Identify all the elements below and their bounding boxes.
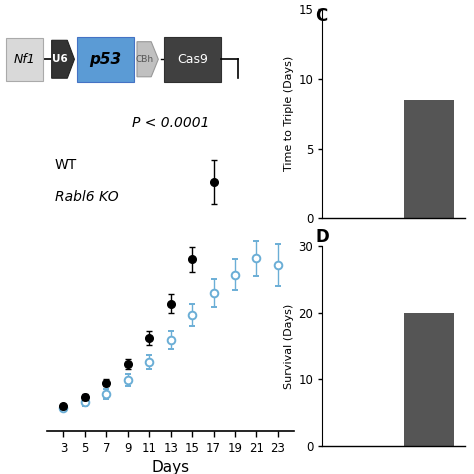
Text: p53: p53 xyxy=(90,52,122,67)
Bar xyxy=(404,313,454,446)
Polygon shape xyxy=(52,40,74,78)
FancyBboxPatch shape xyxy=(164,37,221,82)
Text: C: C xyxy=(315,7,328,25)
Polygon shape xyxy=(137,42,158,77)
Text: Nf1: Nf1 xyxy=(14,53,36,66)
FancyBboxPatch shape xyxy=(77,37,134,82)
X-axis label: Days: Days xyxy=(152,460,190,474)
Text: D: D xyxy=(315,228,329,246)
Y-axis label: Time to Triple (Days): Time to Triple (Days) xyxy=(284,56,294,172)
Text: P < 0.0001: P < 0.0001 xyxy=(132,116,210,130)
Text: U6: U6 xyxy=(52,54,67,64)
Text: CBh: CBh xyxy=(135,55,153,64)
Text: WT: WT xyxy=(55,158,77,173)
FancyBboxPatch shape xyxy=(6,38,43,81)
Bar xyxy=(404,100,454,218)
Text: Rabl6 KO: Rabl6 KO xyxy=(55,190,118,204)
Text: Cas9: Cas9 xyxy=(177,53,208,66)
Y-axis label: Survival (Days): Survival (Days) xyxy=(284,303,294,389)
